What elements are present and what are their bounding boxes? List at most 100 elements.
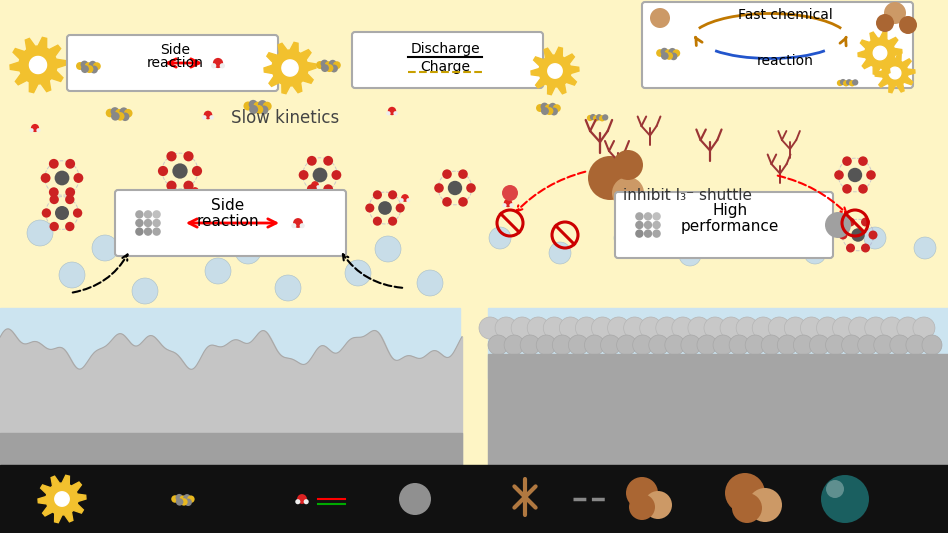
Circle shape xyxy=(846,79,852,85)
Circle shape xyxy=(550,108,558,116)
Circle shape xyxy=(652,212,661,221)
Circle shape xyxy=(553,335,573,355)
Circle shape xyxy=(447,181,463,195)
Circle shape xyxy=(592,317,613,339)
Circle shape xyxy=(616,335,637,355)
Circle shape xyxy=(136,219,143,227)
Circle shape xyxy=(842,184,852,193)
Circle shape xyxy=(183,151,193,161)
Circle shape xyxy=(549,103,556,111)
Circle shape xyxy=(846,217,855,227)
Circle shape xyxy=(612,177,644,209)
Circle shape xyxy=(545,107,554,115)
Circle shape xyxy=(644,212,652,221)
Circle shape xyxy=(842,156,852,166)
Circle shape xyxy=(504,335,524,355)
Circle shape xyxy=(608,317,629,339)
Circle shape xyxy=(713,335,733,355)
Circle shape xyxy=(745,335,765,355)
Circle shape xyxy=(509,203,514,207)
Circle shape xyxy=(59,262,85,288)
Circle shape xyxy=(897,317,919,339)
Circle shape xyxy=(172,495,179,503)
Circle shape xyxy=(111,112,119,120)
Polygon shape xyxy=(875,53,915,93)
Circle shape xyxy=(858,184,867,193)
Circle shape xyxy=(906,335,926,355)
Circle shape xyxy=(254,105,264,114)
Circle shape xyxy=(179,496,187,503)
Circle shape xyxy=(345,260,371,286)
Circle shape xyxy=(899,16,917,34)
Circle shape xyxy=(325,64,334,72)
Circle shape xyxy=(502,185,518,201)
Circle shape xyxy=(826,480,844,498)
Circle shape xyxy=(400,198,404,202)
Text: Charge: Charge xyxy=(420,60,470,74)
Circle shape xyxy=(136,210,143,219)
Circle shape xyxy=(720,317,742,339)
FancyBboxPatch shape xyxy=(352,32,543,88)
Circle shape xyxy=(640,317,662,339)
Polygon shape xyxy=(488,308,948,378)
Circle shape xyxy=(31,124,39,132)
Circle shape xyxy=(386,111,391,116)
Circle shape xyxy=(191,166,202,176)
Circle shape xyxy=(213,58,223,68)
Circle shape xyxy=(324,61,333,69)
Circle shape xyxy=(511,317,533,339)
Circle shape xyxy=(55,171,69,185)
Circle shape xyxy=(553,104,561,112)
Circle shape xyxy=(540,102,549,110)
Circle shape xyxy=(629,494,655,520)
Circle shape xyxy=(153,219,161,227)
Circle shape xyxy=(89,61,97,69)
Circle shape xyxy=(27,220,53,246)
Circle shape xyxy=(866,170,876,180)
Circle shape xyxy=(183,181,193,191)
Circle shape xyxy=(688,317,710,339)
Circle shape xyxy=(520,335,540,355)
Circle shape xyxy=(635,229,644,238)
Circle shape xyxy=(119,107,128,116)
Circle shape xyxy=(849,80,855,86)
Circle shape xyxy=(810,335,830,355)
Circle shape xyxy=(569,335,589,355)
Text: Slow kinetics: Slow kinetics xyxy=(231,109,339,127)
Circle shape xyxy=(821,475,869,523)
Polygon shape xyxy=(282,60,298,76)
Circle shape xyxy=(291,223,297,228)
Circle shape xyxy=(537,335,556,355)
Circle shape xyxy=(329,60,337,68)
Circle shape xyxy=(90,66,98,74)
Circle shape xyxy=(167,181,176,191)
Circle shape xyxy=(303,499,309,504)
Text: inhibit I₃⁻ shuttle: inhibit I₃⁻ shuttle xyxy=(624,188,753,203)
Circle shape xyxy=(913,317,935,339)
Circle shape xyxy=(644,229,652,238)
Circle shape xyxy=(399,483,431,515)
Circle shape xyxy=(173,163,188,179)
Circle shape xyxy=(632,335,652,355)
Circle shape xyxy=(176,498,183,506)
Circle shape xyxy=(202,115,207,119)
Circle shape xyxy=(922,335,942,355)
Circle shape xyxy=(120,112,130,121)
Polygon shape xyxy=(0,465,948,533)
Circle shape xyxy=(317,185,320,189)
Polygon shape xyxy=(873,46,886,60)
Circle shape xyxy=(158,166,168,176)
Circle shape xyxy=(545,104,553,112)
Circle shape xyxy=(541,107,549,115)
Circle shape xyxy=(596,114,602,120)
Circle shape xyxy=(665,50,672,57)
Text: Discharge: Discharge xyxy=(410,42,480,56)
Circle shape xyxy=(669,53,678,60)
FancyBboxPatch shape xyxy=(115,190,346,256)
Text: reaction: reaction xyxy=(147,56,204,70)
Circle shape xyxy=(865,317,886,339)
Circle shape xyxy=(592,115,599,122)
Circle shape xyxy=(768,317,791,339)
Circle shape xyxy=(375,236,401,262)
Circle shape xyxy=(297,494,307,504)
